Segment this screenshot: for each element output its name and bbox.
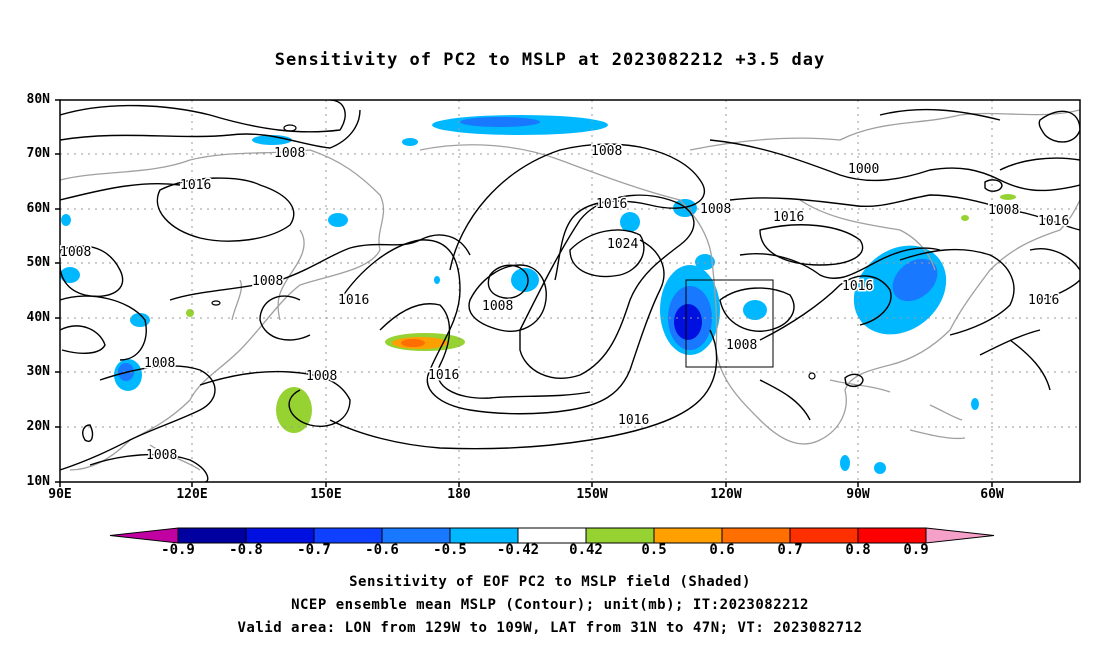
lon-label-180: 180 xyxy=(447,487,471,502)
contour-label: 1008 xyxy=(988,203,1019,218)
colorbar-segment xyxy=(177,527,247,544)
contour-label: 1016 xyxy=(428,368,459,383)
contour-label: 1016 xyxy=(773,210,804,225)
colorbar-arrow-left xyxy=(109,527,179,544)
colorbar-segment xyxy=(381,527,451,544)
lat-label-40n: 40N xyxy=(26,310,50,325)
contour-label: 1008 xyxy=(700,202,731,217)
lon-label-120w: 120W xyxy=(710,487,742,502)
contour-label: 1016 xyxy=(1038,214,1069,229)
colorbar-segment xyxy=(721,527,791,544)
colorbar-label: 0.6 xyxy=(709,542,735,558)
lat-label-70n: 70N xyxy=(26,146,50,161)
colorbar-segments xyxy=(109,527,995,544)
colorbar-label: -0.5 xyxy=(433,542,467,558)
contour-label: 1016 xyxy=(842,279,873,294)
lon-label-150w: 150W xyxy=(576,487,608,502)
contour-label: 1016 xyxy=(596,197,627,212)
contour-label: 1008 xyxy=(482,299,513,314)
colorbar-label: 0.5 xyxy=(641,542,667,558)
colorbar-segment xyxy=(517,527,587,544)
caption-line-1: Sensitivity of EOF PC2 to MSLP field (Sh… xyxy=(349,574,751,590)
colorbar-label: -0.8 xyxy=(229,542,263,558)
grid-lines xyxy=(60,100,1080,482)
contour-label: 1008 xyxy=(306,369,337,384)
contour-label: 1016 xyxy=(180,178,211,193)
contour-label: 1008 xyxy=(274,146,305,161)
lon-label-90e: 90E xyxy=(48,487,72,502)
tick-marks xyxy=(55,99,993,487)
colorbar-label: -0.6 xyxy=(365,542,399,558)
contour-label: 1008 xyxy=(726,338,757,353)
colorbar-label: -0.42 xyxy=(496,542,540,558)
contour-label: 1008 xyxy=(591,144,622,159)
colorbar-label: 0.42 xyxy=(569,542,603,558)
lon-label-120e: 120E xyxy=(176,487,208,502)
lat-label-60n: 60N xyxy=(26,201,50,216)
colorbar-segment xyxy=(789,527,859,544)
colorbar-label: 0.8 xyxy=(845,542,871,558)
colorbar-segment xyxy=(585,527,655,544)
contour-label: 1016 xyxy=(1028,293,1059,308)
contour-label: 1016 xyxy=(618,413,649,428)
contour-label: 1016 xyxy=(338,293,369,308)
colorbar-label: -0.9 xyxy=(161,542,195,558)
shaded-sensitivity xyxy=(60,115,1016,474)
contour-label: 1008 xyxy=(252,274,283,289)
contour-labels: 1008 1016 1008 1008 1008 1016 1008 1008 … xyxy=(59,143,1071,465)
colorbar-segment xyxy=(857,527,927,544)
lon-label-90w: 90W xyxy=(846,487,870,502)
lon-label-60w: 60W xyxy=(980,487,1004,502)
chart-title: Sensitivity of PC2 to MSLP at 2023082212… xyxy=(274,50,826,70)
contour-label: 1008 xyxy=(144,356,175,371)
colorbar-label: 0.9 xyxy=(903,542,929,558)
caption-line-2: NCEP ensemble mean MSLP (Contour); unit(… xyxy=(291,597,809,613)
lat-label-20n: 20N xyxy=(26,419,50,434)
lat-label-30n: 30N xyxy=(26,364,50,379)
colorbar-arrow-right xyxy=(925,527,995,544)
colorbar-segment xyxy=(653,527,723,544)
lon-label-150e: 150E xyxy=(310,487,342,502)
colorbar-segment xyxy=(449,527,519,544)
colorbar-label: 0.7 xyxy=(777,542,803,558)
caption-line-3: Valid area: LON from 129W to 109W, LAT f… xyxy=(237,620,863,636)
mslp-contours xyxy=(60,100,1080,482)
coastlines xyxy=(60,109,1080,471)
colorbar-segment xyxy=(245,527,315,544)
small-contours xyxy=(211,124,816,380)
contour-label: 1000 xyxy=(848,162,879,177)
contour-label: 1024 xyxy=(607,237,638,252)
contour-label: 1008 xyxy=(60,245,91,260)
lat-label-10n: 10N xyxy=(26,474,50,489)
plot-frame xyxy=(59,99,1081,483)
lat-label-80n: 80N xyxy=(26,92,50,107)
colorbar-label: -0.7 xyxy=(297,542,331,558)
colorbar-segment xyxy=(313,527,383,544)
contour-label: 1008 xyxy=(146,448,177,463)
lat-label-50n: 50N xyxy=(26,255,50,270)
valid-area-box xyxy=(685,279,774,368)
